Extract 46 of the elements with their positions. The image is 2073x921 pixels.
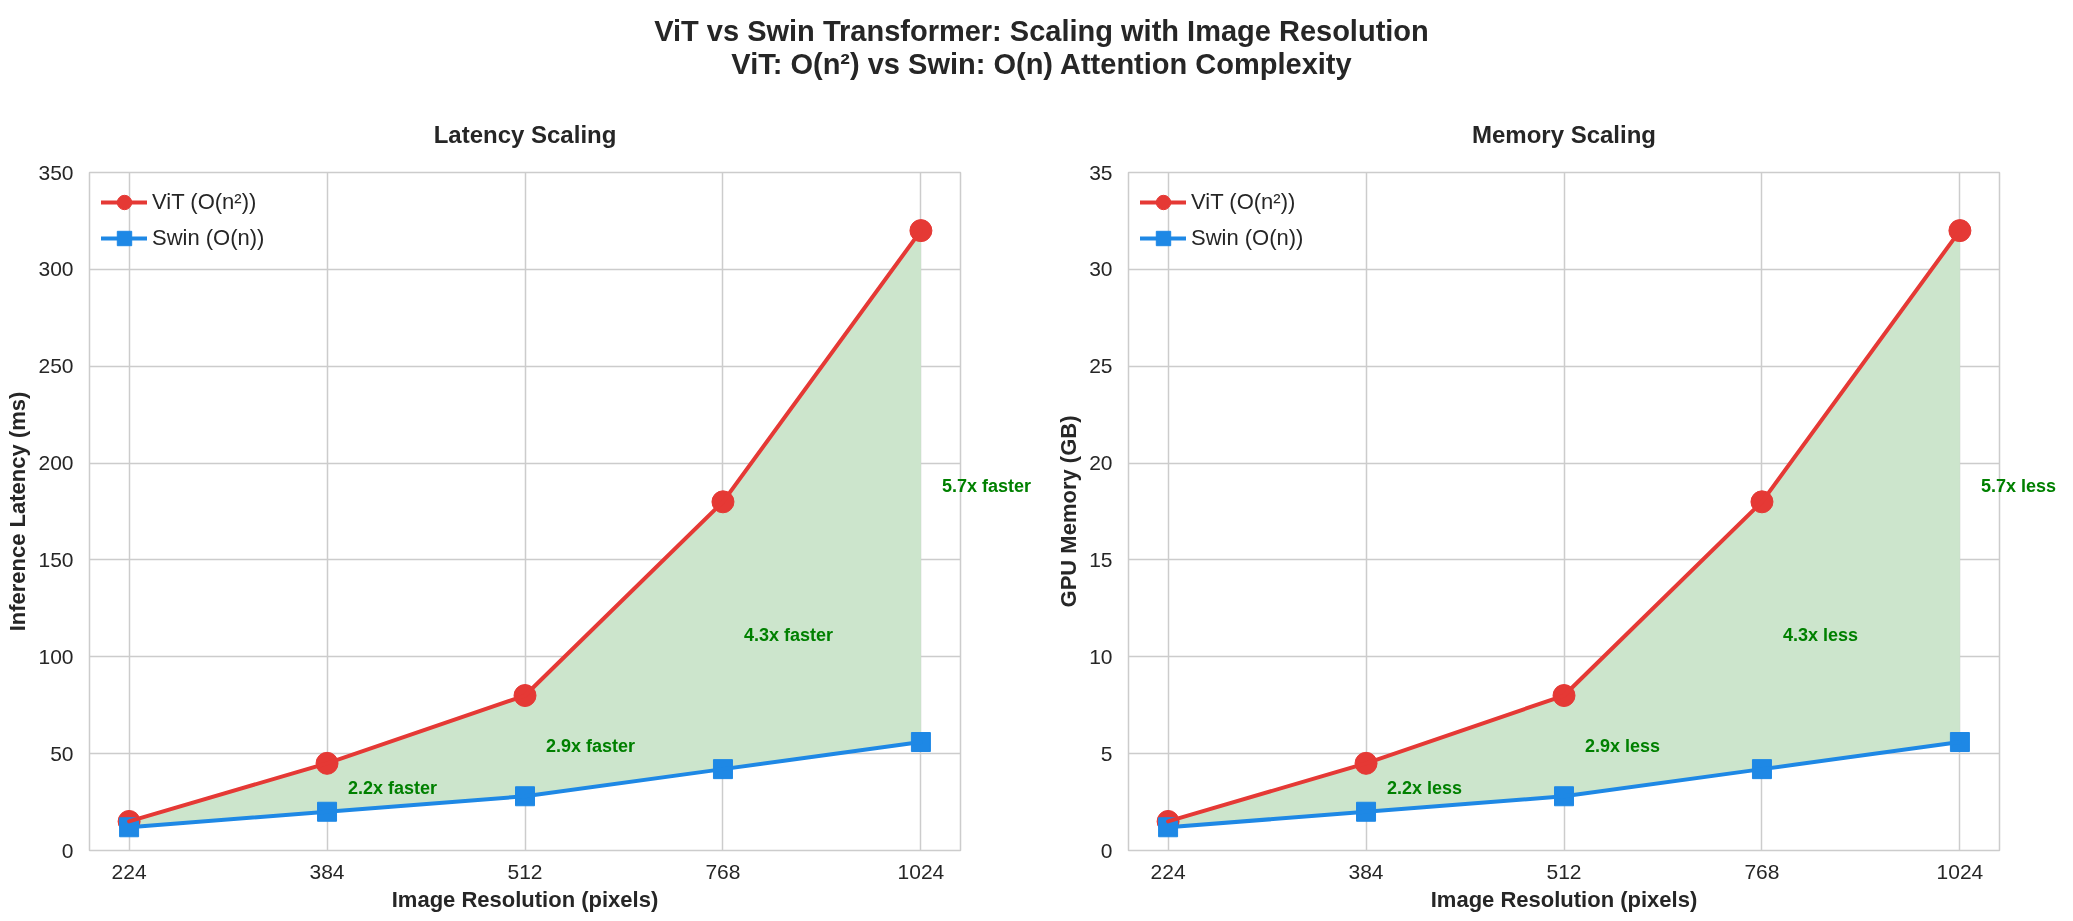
y-tick-label: 35 <box>1089 160 1113 184</box>
x-tick-label: 768 <box>705 859 741 883</box>
y-tick-label: 150 <box>38 547 74 571</box>
x-tick-label: 1024 <box>1936 859 1984 883</box>
annotation: 2.9x less <box>1585 735 1661 756</box>
y-tick-label: 25 <box>1089 354 1113 378</box>
x-tick-label: 384 <box>309 859 345 883</box>
annotation: 4.3x faster <box>743 625 834 646</box>
y-tick-label: 100 <box>38 644 74 668</box>
annotation: 2.9x faster <box>546 735 636 756</box>
x-tick-label: 768 <box>1744 859 1780 883</box>
y-tick-label: 300 <box>38 257 74 281</box>
annotation: 2.2x less <box>1387 777 1463 798</box>
x-axis-title: Image Resolution (pixels) <box>391 886 659 912</box>
y-tick-label: 15 <box>1089 547 1113 571</box>
chart-title: Latency Scaling <box>433 120 617 148</box>
legend-label: ViT (O(n²)) <box>1191 189 1296 215</box>
y-tick-label: 50 <box>50 741 74 765</box>
text: ViT: O(n²) vs Swin: O(n) Attention Complexity <box>730 48 1353 81</box>
x-tick-label: 224 <box>111 859 147 883</box>
chart-title: Memory Scaling <box>1471 120 1657 148</box>
legend-label: Swin (O(n)) <box>152 225 265 251</box>
text: ViT vs Swin Transformer: Scaling with Image Resolution <box>654 15 1429 48</box>
y-tick-label: 350 <box>38 160 74 184</box>
y-tick-label: 250 <box>38 354 74 378</box>
annotation: 4.3x less <box>1782 625 1859 646</box>
y-tick-label: 10 <box>1089 644 1113 668</box>
x-tick-label: 384 <box>1348 859 1384 883</box>
annotation: 5.7x less <box>1980 476 2056 497</box>
x-axis-title: Image Resolution (pixels) <box>1430 886 1698 912</box>
y-tick-label: 20 <box>1089 451 1113 475</box>
y-tick-label: 200 <box>38 451 74 475</box>
x-tick-label: 512 <box>507 859 543 883</box>
y-tick-label: 0 <box>1100 838 1113 862</box>
y-tick-label: 0 <box>61 838 74 862</box>
legend-label: Swin (O(n)) <box>1191 225 1304 251</box>
y-axis-title: Inference Latency (ms) <box>5 391 31 632</box>
annotation: 2.2x faster <box>348 777 438 798</box>
x-tick-label: 1024 <box>897 859 945 883</box>
y-tick-label: 5 <box>1100 741 1113 765</box>
y-tick-label: 30 <box>1089 257 1113 281</box>
y-axis-title: GPU Memory (GB) <box>1056 415 1082 608</box>
legend-label: ViT (O(n²)) <box>152 189 257 215</box>
annotation: 5.7x faster <box>941 476 1031 497</box>
x-tick-label: 224 <box>1150 859 1186 883</box>
x-tick-label: 512 <box>1546 859 1582 883</box>
